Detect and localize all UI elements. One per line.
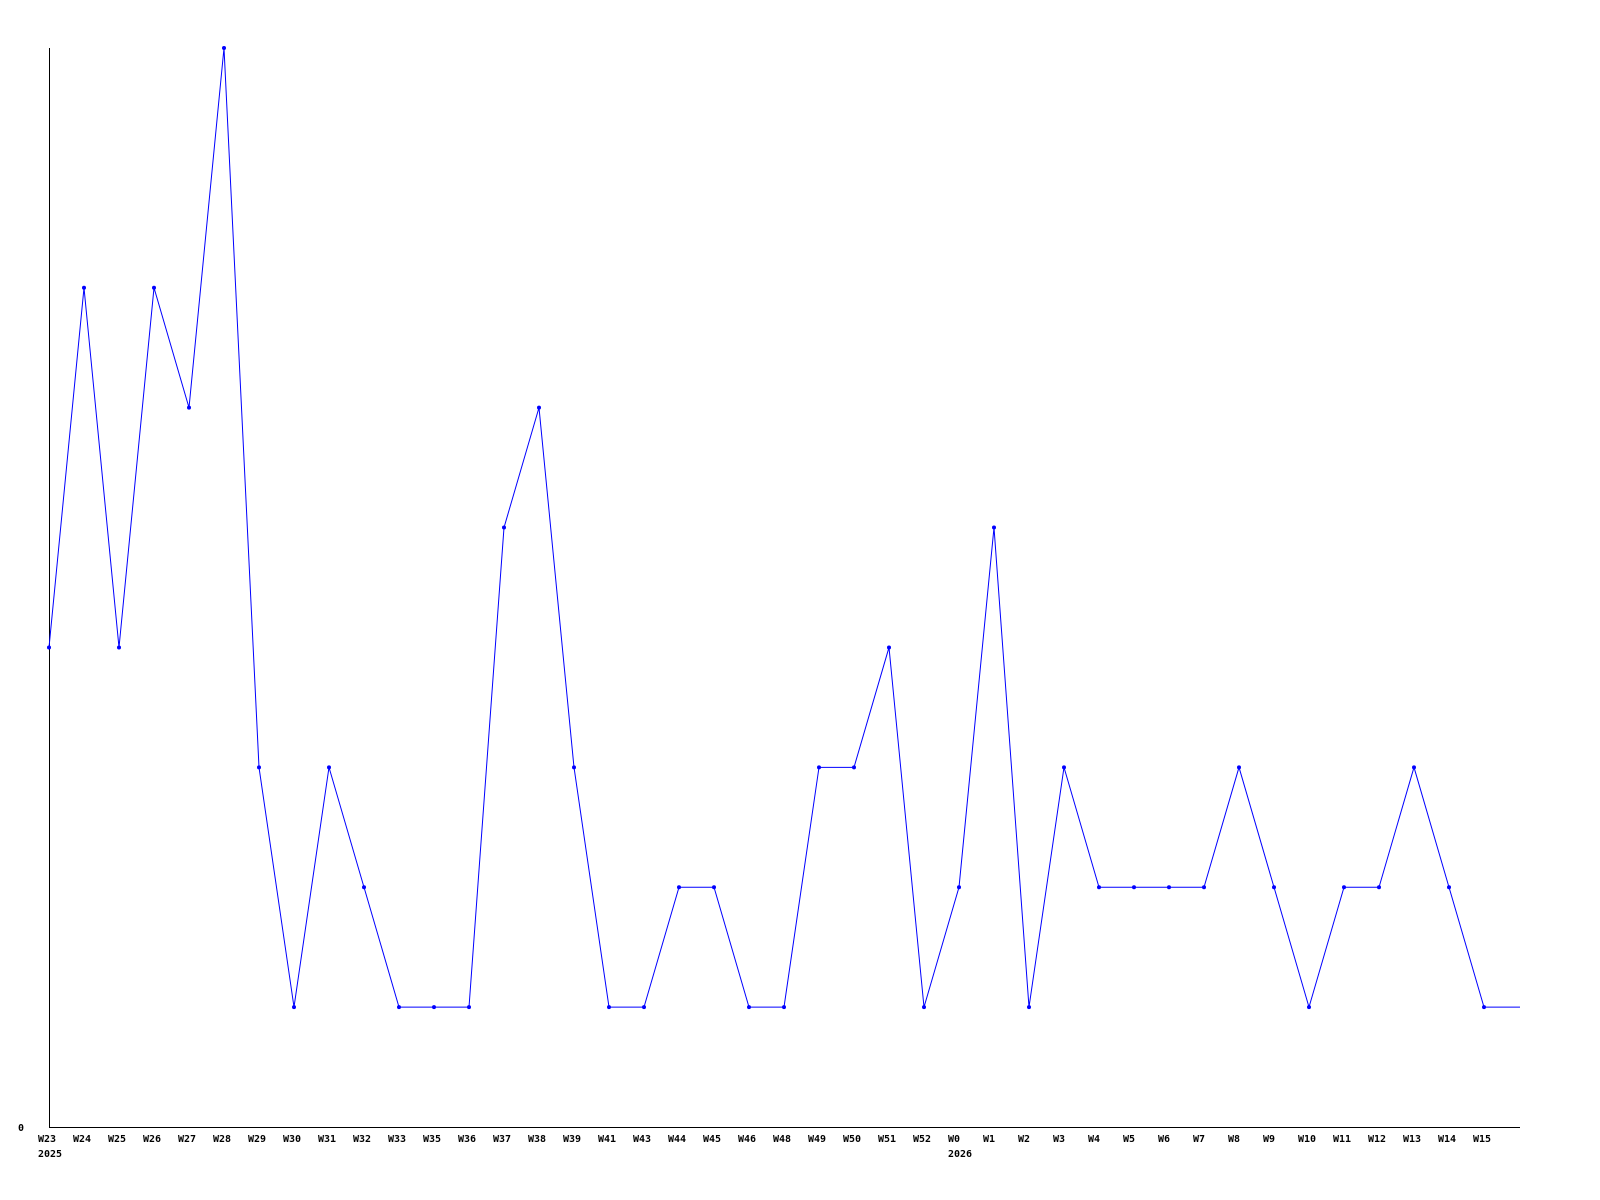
x-tick-label: W23 — [38, 1134, 56, 1145]
x-tick-label: W38 — [528, 1134, 546, 1145]
x-tick-label: W26 — [143, 1134, 161, 1145]
data-point — [1237, 765, 1241, 770]
data-point — [957, 885, 961, 890]
data-point — [1132, 885, 1136, 890]
x-tick-label: W11 — [1333, 1134, 1351, 1145]
data-point — [922, 1005, 926, 1010]
data-point — [1412, 765, 1416, 770]
data-point — [1482, 1005, 1486, 1010]
x-tick-label: W46 — [738, 1134, 756, 1145]
data-point — [572, 765, 576, 770]
x-tick-label: W1 — [983, 1134, 995, 1145]
data-point — [887, 645, 891, 650]
year-label: 2025 — [38, 1149, 62, 1160]
x-tick-label: W49 — [808, 1134, 826, 1145]
data-point — [327, 765, 331, 770]
data-point — [1097, 885, 1101, 890]
x-tick-label: W37 — [493, 1134, 511, 1145]
data-point — [362, 885, 366, 890]
data-point — [677, 885, 681, 890]
x-tick-label: W24 — [73, 1134, 91, 1145]
data-point — [992, 525, 996, 530]
x-tick-label: W52 — [913, 1134, 931, 1145]
data-point — [607, 1005, 611, 1010]
data-point — [292, 1005, 296, 1010]
x-tick-label: W35 — [423, 1134, 441, 1145]
data-point — [1027, 1005, 1031, 1010]
data-point — [502, 525, 506, 530]
data-point — [747, 1005, 751, 1010]
x-tick-label: W25 — [108, 1134, 126, 1145]
x-tick-label: W0 — [948, 1134, 960, 1145]
x-tick-label: W39 — [563, 1134, 581, 1145]
data-point — [222, 46, 226, 50]
data-point — [1342, 885, 1346, 890]
data-point — [152, 285, 156, 290]
x-tick-label: W43 — [633, 1134, 651, 1145]
x-tick-label: W51 — [878, 1134, 896, 1145]
x-tick-label: W10 — [1298, 1134, 1316, 1145]
x-tick-label: W12 — [1368, 1134, 1386, 1145]
x-tick-label: W27 — [178, 1134, 196, 1145]
data-point — [852, 765, 856, 770]
data-point — [1377, 885, 1381, 890]
data-point — [1167, 885, 1171, 890]
x-tick-label: W13 — [1403, 1134, 1421, 1145]
year-label: 2026 — [948, 1149, 972, 1160]
x-tick-label: W32 — [353, 1134, 371, 1145]
x-tick-label: W44 — [668, 1134, 686, 1145]
data-point — [1202, 885, 1206, 890]
x-tick-label: W7 — [1193, 1134, 1205, 1145]
data-point — [1272, 885, 1276, 890]
x-tick-label: W2 — [1018, 1134, 1030, 1145]
data-point — [432, 1005, 436, 1010]
data-point — [1062, 765, 1066, 770]
data-point — [1307, 1005, 1311, 1010]
x-tick-label: W29 — [248, 1134, 266, 1145]
data-point — [817, 765, 821, 770]
x-tick-label: W31 — [318, 1134, 336, 1145]
y-tick-label: 0 — [18, 1123, 24, 1134]
data-point — [537, 405, 541, 410]
x-tick-label: W50 — [843, 1134, 861, 1145]
x-tick-label: W4 — [1088, 1134, 1100, 1145]
x-tick-label: W9 — [1263, 1134, 1275, 1145]
x-tick-label: W15 — [1473, 1134, 1491, 1145]
x-tick-label: W6 — [1158, 1134, 1170, 1145]
data-point — [257, 765, 261, 770]
x-tick-label: W3 — [1053, 1134, 1065, 1145]
series-line — [48, 47, 1520, 1009]
data-point — [187, 405, 191, 410]
x-tick-label: W5 — [1123, 1134, 1135, 1145]
x-tick-label: W45 — [703, 1134, 721, 1145]
data-point — [47, 645, 51, 650]
data-point — [467, 1005, 471, 1010]
data-point — [82, 285, 86, 290]
data-point — [1447, 885, 1451, 890]
data-point — [397, 1005, 401, 1010]
x-tick-label: W14 — [1438, 1134, 1456, 1145]
x-tick-label: W33 — [388, 1134, 406, 1145]
x-tick-label: W41 — [598, 1134, 616, 1145]
data-point — [782, 1005, 786, 1010]
x-tick-label: W30 — [283, 1134, 301, 1145]
x-tick-label: W36 — [458, 1134, 476, 1145]
x-tick-label: W28 — [213, 1134, 231, 1145]
data-point — [712, 885, 716, 890]
x-tick-label: W8 — [1228, 1134, 1240, 1145]
data-point — [642, 1005, 646, 1010]
x-tick-label: W48 — [773, 1134, 791, 1145]
data-point — [117, 645, 121, 650]
